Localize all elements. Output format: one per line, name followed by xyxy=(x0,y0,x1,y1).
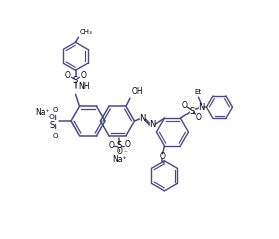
Text: Na⁺: Na⁺ xyxy=(112,155,127,164)
Text: O: O xyxy=(182,101,187,110)
Text: O: O xyxy=(196,113,201,122)
Text: O: O xyxy=(64,71,70,80)
Text: N: N xyxy=(149,120,156,129)
Text: O: O xyxy=(52,107,58,113)
Text: S: S xyxy=(50,121,55,130)
Text: O: O xyxy=(117,147,122,156)
Text: ·O: ·O xyxy=(47,114,55,120)
Text: S: S xyxy=(190,107,195,116)
Text: OH: OH xyxy=(132,87,144,96)
Text: S: S xyxy=(117,141,122,150)
Text: NH: NH xyxy=(78,82,90,91)
Text: S: S xyxy=(73,76,78,85)
Text: O: O xyxy=(160,152,165,161)
Text: Et: Et xyxy=(194,89,201,95)
Text: O: O xyxy=(124,140,130,149)
Text: O: O xyxy=(81,71,86,80)
Text: O: O xyxy=(52,133,58,139)
Text: N: N xyxy=(198,103,205,112)
Text: ⁻: ⁻ xyxy=(124,151,127,157)
Text: O: O xyxy=(109,141,114,150)
Text: Na⁺: Na⁺ xyxy=(36,108,50,117)
Text: N: N xyxy=(139,114,146,123)
Text: CH₃: CH₃ xyxy=(80,29,92,35)
